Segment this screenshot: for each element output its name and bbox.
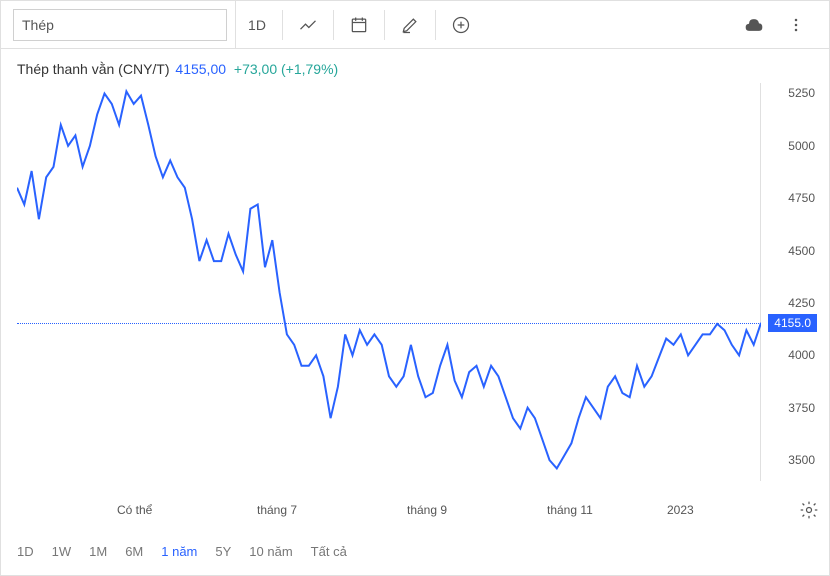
add-button[interactable] [440, 1, 482, 49]
current-price-line [17, 323, 761, 324]
price-line-chart [17, 83, 761, 481]
x-tick-label: tháng 9 [407, 503, 447, 517]
x-tick-label: 2023 [667, 503, 694, 517]
y-tick-label: 4000 [775, 348, 815, 362]
info-bar: Thép thanh vằn (CNY/T) 4155,00 +73,00 (+… [1, 49, 829, 83]
interval-button[interactable]: 1D [236, 1, 278, 49]
y-tick-label: 5000 [775, 139, 815, 153]
more-vertical-icon [786, 15, 806, 35]
range-item[interactable]: 6M [125, 544, 143, 559]
chart-type-button[interactable] [287, 1, 329, 49]
date-range-button[interactable] [338, 1, 380, 49]
search-input[interactable] [13, 9, 227, 41]
chart-area[interactable] [17, 83, 761, 481]
x-axis: Có thể tháng 7 tháng 9 tháng 11 2023 [17, 503, 761, 523]
range-item[interactable]: 1 năm [161, 544, 197, 559]
instrument-name: Thép thanh vằn (CNY/T) [17, 61, 170, 77]
y-axis: 5250 5000 4750 4500 4250 4000 3750 3500 4155.0 [771, 83, 821, 481]
y-tick-label: 4750 [775, 191, 815, 205]
range-selector: 1D 1W 1M 6M 1 năm 5Y 10 năm Tất cả [17, 544, 347, 559]
range-item[interactable]: 1D [17, 544, 34, 559]
plus-circle-icon [451, 15, 471, 35]
cloud-download-icon [744, 15, 764, 35]
current-price-label: 4155.0 [768, 314, 817, 332]
more-button[interactable] [775, 1, 817, 49]
divider [282, 10, 283, 40]
y-tick-label: 4500 [775, 244, 815, 258]
header: 1D [1, 1, 829, 49]
settings-button[interactable] [799, 500, 819, 525]
range-item[interactable]: 5Y [215, 544, 231, 559]
divider [333, 10, 334, 40]
range-item[interactable]: Tất cả [311, 544, 347, 559]
divider [384, 10, 385, 40]
range-item[interactable]: 1W [52, 544, 72, 559]
chart-container: 1D Thép thanh vằn (CNY/T) 4155,00 +73 [0, 0, 830, 576]
pencil-icon [400, 15, 420, 35]
x-tick-label: tháng 11 [547, 503, 593, 517]
current-price: 4155,00 [175, 61, 226, 77]
range-item[interactable]: 1M [89, 544, 107, 559]
x-tick-label: tháng 7 [257, 503, 297, 517]
y-tick-label: 3750 [775, 401, 815, 415]
y-tick-label: 3500 [775, 453, 815, 467]
price-change: +73,00 (+1,79%) [234, 61, 338, 77]
y-tick-label: 4250 [775, 296, 815, 310]
gear-icon [799, 500, 819, 520]
draw-button[interactable] [389, 1, 431, 49]
line-chart-icon [298, 15, 318, 35]
y-tick-label: 5250 [775, 86, 815, 100]
calendar-icon [349, 15, 369, 35]
x-tick-label: Có thể [117, 503, 152, 517]
divider [435, 10, 436, 40]
range-item[interactable]: 10 năm [249, 544, 292, 559]
download-button[interactable] [733, 1, 775, 49]
